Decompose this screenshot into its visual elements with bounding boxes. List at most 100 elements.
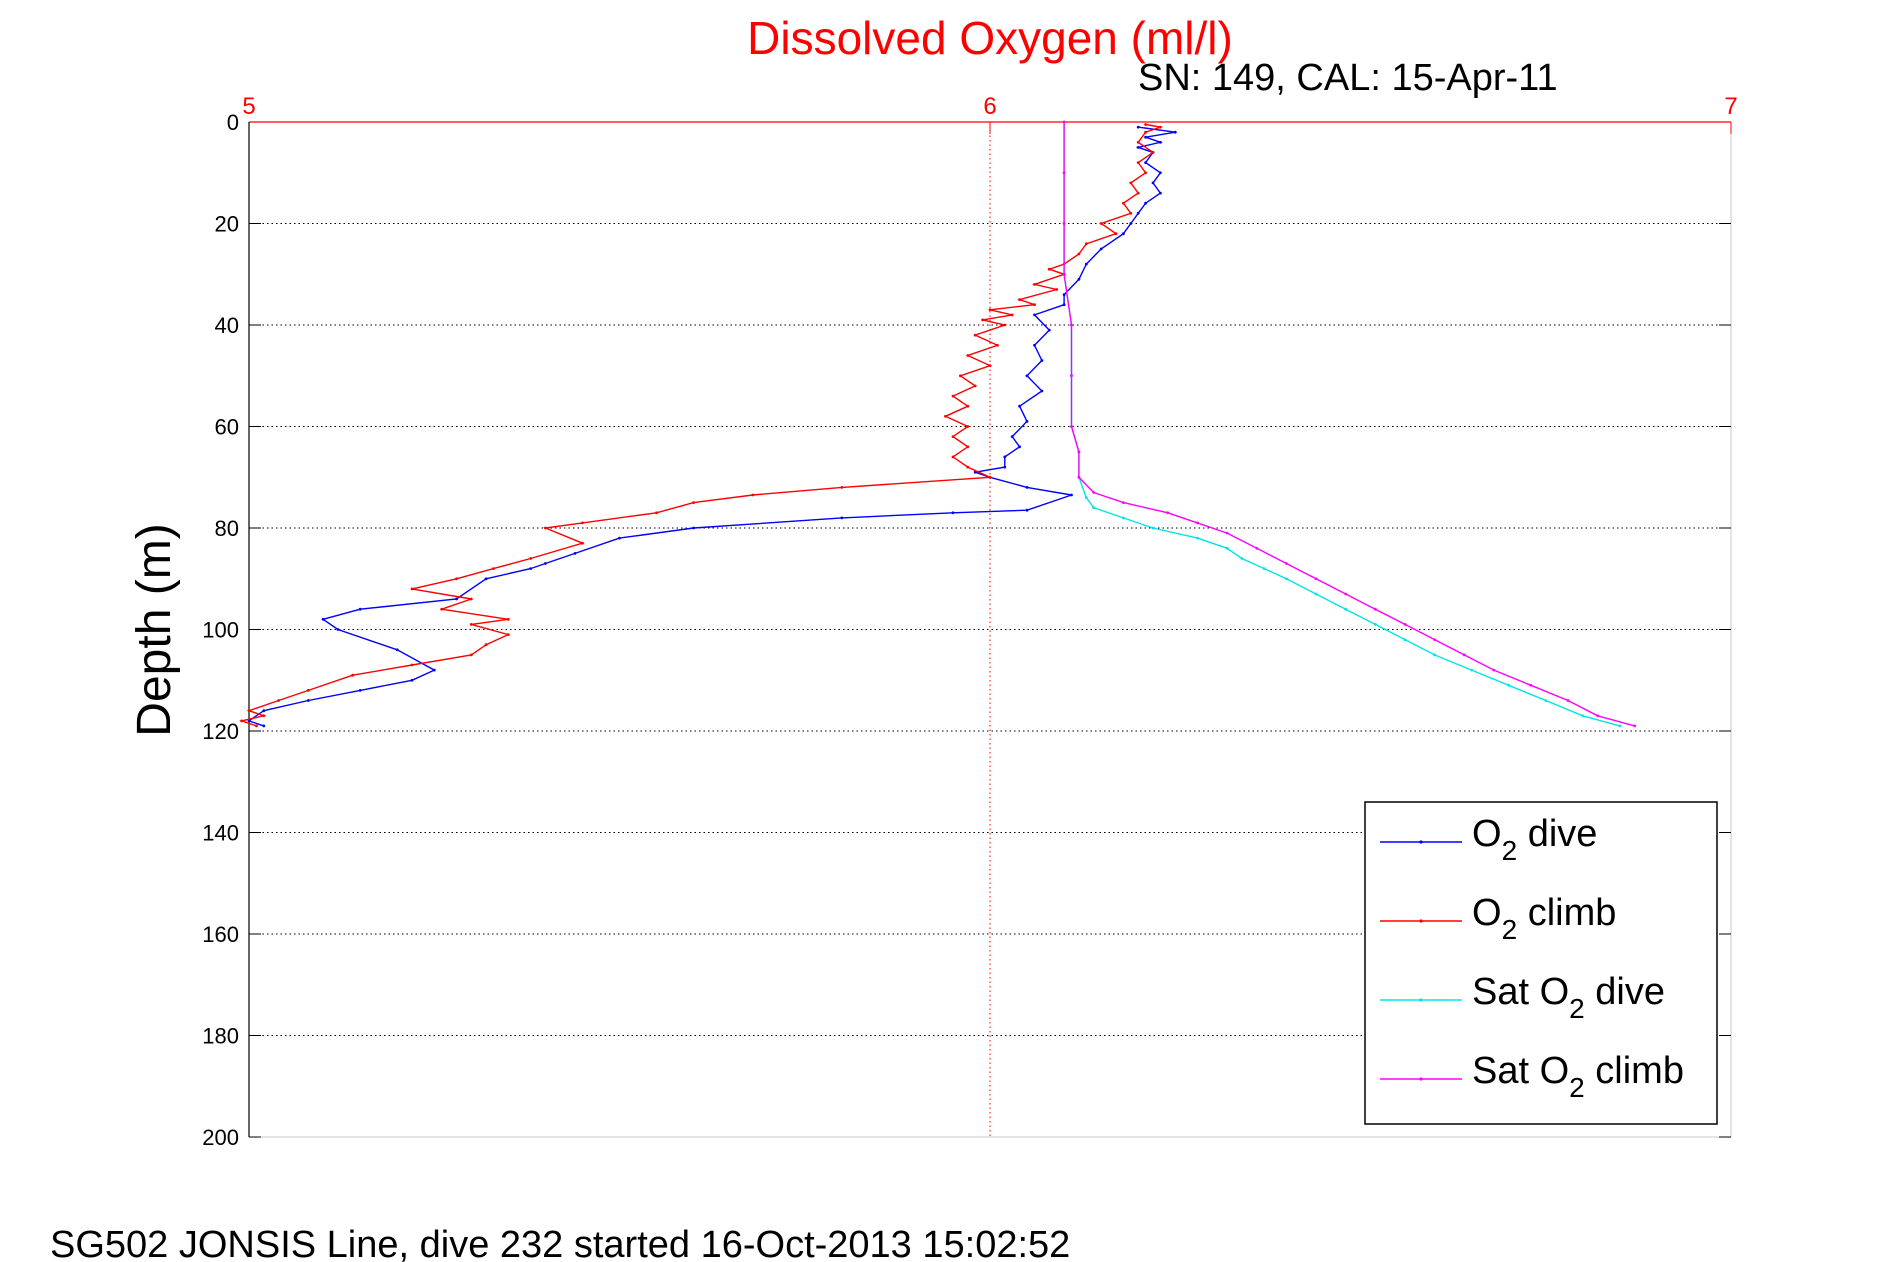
- data-point: [1025, 486, 1029, 489]
- data-point: [1507, 683, 1511, 687]
- data-point: [1403, 623, 1407, 626]
- data-point: [1003, 323, 1007, 327]
- y-tick-label: 120: [202, 719, 239, 744]
- legend-label-main: Sat O: [1472, 971, 1569, 1013]
- data-point: [1255, 546, 1259, 550]
- data-point: [1136, 211, 1140, 215]
- data-point: [1344, 607, 1348, 611]
- series-sat-o2-climb: [1062, 120, 1637, 728]
- data-point: [1314, 592, 1318, 596]
- data-point: [1159, 140, 1162, 144]
- data-point: [262, 709, 266, 713]
- data-point: [1070, 323, 1073, 327]
- data-point: [1159, 125, 1162, 129]
- data-point: [1144, 123, 1147, 126]
- y-tick-label: 140: [202, 821, 239, 846]
- data-point: [951, 511, 955, 515]
- data-point: [951, 455, 955, 459]
- data-point: [1018, 445, 1021, 449]
- data-point: [455, 577, 458, 581]
- legend-label-main: O: [1472, 813, 1502, 855]
- data-point: [1492, 668, 1496, 672]
- legend-entry-o2-dive: O2 dive: [1380, 813, 1597, 866]
- data-point: [1544, 699, 1548, 702]
- y-axis-label: Depth (m): [128, 523, 181, 736]
- data-point: [1070, 425, 1073, 428]
- data-point: [484, 643, 488, 647]
- data-point: [1136, 125, 1140, 129]
- legend-label-subscript: 2: [1502, 914, 1518, 945]
- data-point: [1196, 521, 1199, 525]
- data-point: [1010, 313, 1014, 317]
- data-point: [544, 526, 547, 530]
- data-point: [1047, 267, 1051, 271]
- data-point: [1129, 211, 1133, 215]
- data-point: [506, 633, 510, 636]
- data-point: [240, 719, 244, 723]
- data-point: [1003, 465, 1007, 469]
- data-point: [351, 673, 355, 677]
- data-point: [618, 536, 621, 540]
- data-series: [239, 120, 1637, 728]
- data-point: [1225, 531, 1229, 535]
- data-point: [469, 623, 473, 626]
- data-point: [1084, 496, 1088, 499]
- data-point: [506, 617, 510, 621]
- legend-entry-sat-o2-dive: Sat O2 dive: [1380, 971, 1665, 1024]
- data-point: [1099, 247, 1103, 251]
- data-point: [247, 719, 251, 723]
- data-point: [1040, 389, 1044, 393]
- data-point: [1159, 191, 1162, 195]
- legend-marker: [1419, 998, 1423, 1002]
- data-point: [1084, 242, 1088, 246]
- data-point: [988, 475, 992, 479]
- data-point: [1144, 130, 1147, 134]
- data-point: [988, 364, 992, 367]
- data-point: [1062, 171, 1066, 175]
- data-point: [484, 577, 488, 581]
- data-point: [1596, 714, 1599, 718]
- data-point: [981, 318, 984, 322]
- data-point: [358, 607, 362, 611]
- data-point: [469, 653, 473, 657]
- data-point: [1084, 262, 1088, 266]
- figure-caption: SG502 JONSIS Line, dive 232 started 16-O…: [50, 1224, 1070, 1262]
- data-point: [1070, 493, 1073, 497]
- data-point: [1136, 140, 1140, 144]
- data-point: [1062, 120, 1066, 124]
- y-tick-label: 60: [215, 415, 239, 440]
- y-tick-label: 200: [202, 1125, 239, 1150]
- data-point: [1240, 557, 1244, 560]
- data-point: [1136, 161, 1140, 165]
- data-point: [1077, 252, 1081, 256]
- data-point: [1151, 151, 1155, 154]
- legend-entry-sat-o2-climb: Sat O2 climb: [1380, 1050, 1684, 1103]
- data-point: [988, 308, 992, 312]
- data-point: [1129, 222, 1133, 225]
- data-point: [581, 521, 584, 525]
- data-point: [1025, 508, 1029, 512]
- data-point: [1033, 313, 1036, 317]
- data-point: [1144, 135, 1147, 139]
- data-point: [1077, 475, 1081, 479]
- data-point: [262, 724, 266, 728]
- y-tick-label: 80: [215, 516, 239, 541]
- data-point: [973, 384, 977, 388]
- y-tick-label: 160: [202, 922, 239, 947]
- data-point: [966, 445, 970, 449]
- data-point: [1470, 668, 1474, 672]
- data-point: [1070, 374, 1073, 378]
- data-point: [1122, 501, 1125, 504]
- data-point: [1173, 130, 1177, 134]
- data-point: [410, 587, 414, 591]
- data-point: [1262, 567, 1266, 570]
- data-point: [1433, 638, 1436, 641]
- data-point: [655, 511, 658, 515]
- data-point: [966, 465, 970, 469]
- data-point: [1077, 277, 1081, 281]
- data-point: [358, 689, 362, 692]
- data-point: [544, 562, 547, 565]
- data-point: [751, 493, 755, 497]
- data-point: [247, 709, 251, 713]
